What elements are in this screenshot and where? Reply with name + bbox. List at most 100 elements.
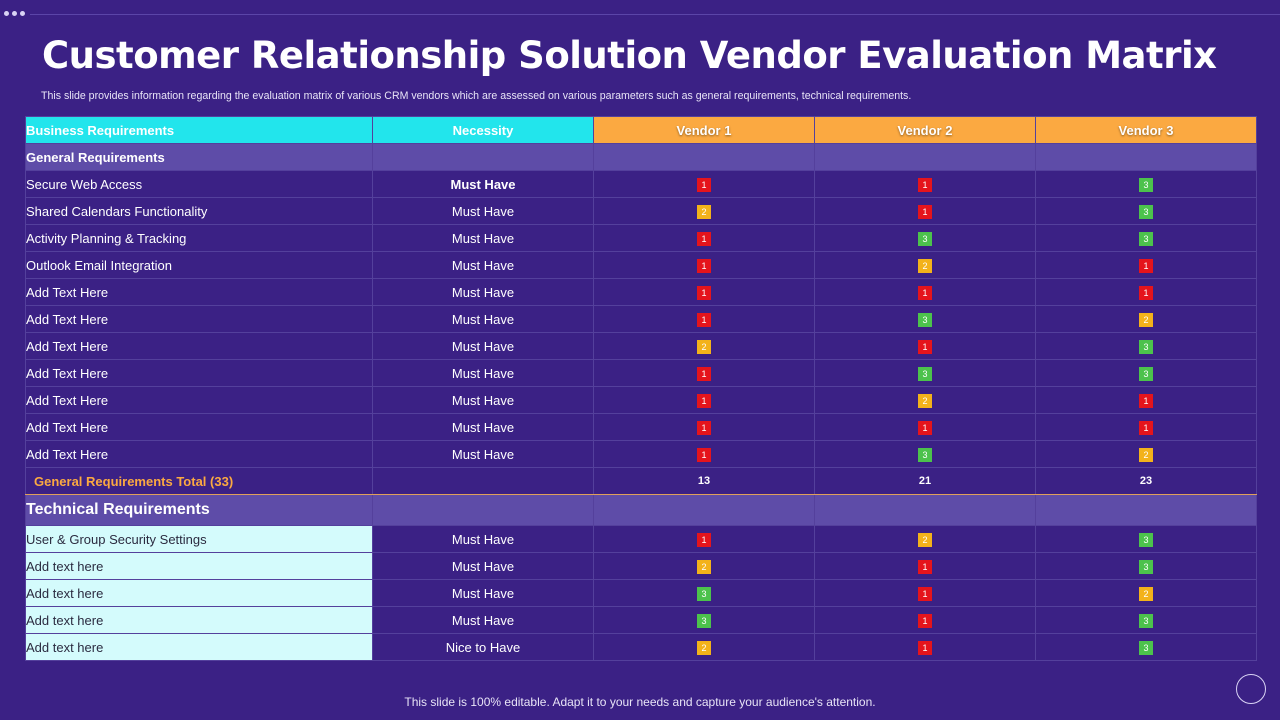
necessity-cell: Must Have [372,413,594,441]
score-badge: 1 [697,393,711,408]
vendor-1-score-cell: 1 [593,359,815,387]
score-badge: 3 [697,586,711,601]
section-general-requirements: General Requirements [25,143,1257,171]
score-badge: 3 [918,447,932,462]
header-row: Business Requirements Necessity Vendor 1… [25,116,1257,144]
requirement-label: Add text here [25,606,373,634]
vendor-1-score-cell: 1 [593,440,815,468]
score-badge: 3 [1139,559,1153,574]
score-badge: 3 [1139,532,1153,547]
score-badge: 1 [697,366,711,381]
score-badge: 2 [1139,447,1153,462]
necessity-cell: Must Have [372,251,594,279]
vendor-1-score-cell: 1 [593,251,815,279]
score-badge: 3 [697,613,711,628]
score-badge: 3 [1139,231,1153,246]
vendor-2-score-cell: 3 [814,359,1036,387]
score-badge: 1 [918,204,932,219]
score-badge: 3 [1139,613,1153,628]
requirement-label: Add Text Here [25,332,373,360]
requirement-label: Add Text Here [25,413,373,441]
score-badge: 3 [918,312,932,327]
vendor-3-score-cell: 3 [1035,525,1257,553]
requirement-label: Add text here [25,579,373,607]
footer-note: This slide is 100% editable. Adapt it to… [404,695,876,709]
vendor-2-score-cell: 3 [814,224,1036,252]
vendor-2-score-cell: 2 [814,251,1036,279]
table-row: Outlook Email Integration Must Have 1 2 1 [25,251,1257,279]
total-label: General Requirements Total (33) [25,467,373,495]
table-row: Add Text Here Must Have 1 3 2 [25,305,1257,333]
score-badge: 2 [1139,312,1153,327]
section-cell [372,143,594,171]
vendor-2-score-cell: 1 [814,552,1036,580]
menu-dots-icon [4,11,25,16]
score-badge: 3 [1139,177,1153,192]
vendor-1-score-cell: 3 [593,606,815,634]
requirement-label: User & Group Security Settings [25,525,373,553]
vendor-3-score-cell: 3 [1035,170,1257,198]
header-necessity: Necessity [372,116,594,144]
total-necessity-cell [372,467,594,495]
section-cell [814,494,1036,526]
vendor-3-score-cell: 3 [1035,606,1257,634]
score-badge: 1 [697,420,711,435]
vendor-3-score-cell: 1 [1035,251,1257,279]
vendor-3-score-cell: 3 [1035,552,1257,580]
table-row: Add text here Must Have 3 1 3 [25,606,1257,634]
necessity-cell: Must Have [372,386,594,414]
score-badge: 2 [918,532,932,547]
vendor-2-score-cell: 1 [814,413,1036,441]
requirement-label: Secure Web Access [25,170,373,198]
header-vendor-1: Vendor 1 [593,116,815,144]
vendor-1-score-cell: 1 [593,278,815,306]
vendor-2-score-cell: 1 [814,197,1036,225]
vendor-3-total: 23 [1035,467,1257,495]
score-badge: 1 [918,285,932,300]
score-badge: 2 [697,204,711,219]
section-cell [1035,143,1257,171]
vendor-1-score-cell: 1 [593,413,815,441]
table-row: User & Group Security Settings Must Have 1… [25,525,1257,553]
vendor-2-score-cell: 2 [814,525,1036,553]
section-technical-requirements: Technical Requirements [25,494,1257,526]
section-cell [593,494,815,526]
score-badge: 3 [918,366,932,381]
header-business-requirements: Business Requirements [25,116,373,144]
score-badge: 2 [918,393,932,408]
vendor-3-score-cell: 2 [1035,579,1257,607]
vendor-3-score-cell: 1 [1035,278,1257,306]
necessity-cell: Must Have [372,606,594,634]
table-row: Add Text Here Must Have 1 1 1 [25,413,1257,441]
table-row: Add Text Here Must Have 1 3 3 [25,359,1257,387]
section-title: General Requirements [25,143,373,171]
score-badge: 1 [918,559,932,574]
table-row: Add text here Must Have 3 1 2 [25,579,1257,607]
score-badge: 3 [918,231,932,246]
vendor-1-score-cell: 2 [593,332,815,360]
vendor-2-score-cell: 2 [814,386,1036,414]
section-cell [372,494,594,526]
vendor-3-score-cell: 2 [1035,305,1257,333]
table-row: Shared Calendars Functionality Must Have 2… [25,197,1257,225]
necessity-cell: Must Have [372,525,594,553]
necessity-cell: Nice to Have [372,633,594,661]
slide-subtitle: This slide provides information regardin… [41,90,912,102]
section-cell [814,143,1036,171]
vendor-3-score-cell: 3 [1035,197,1257,225]
score-badge: 1 [918,177,932,192]
score-badge: 2 [697,559,711,574]
score-badge: 3 [1139,204,1153,219]
vendor-2-score-cell: 1 [814,606,1036,634]
requirement-label: Add text here [25,633,373,661]
table-row: Add text here Must Have 2 1 3 [25,552,1257,580]
table-row: Add Text Here Must Have 2 1 3 [25,332,1257,360]
table-row: Add text here Nice to Have 2 1 3 [25,633,1257,661]
vendor-1-score-cell: 1 [593,525,815,553]
slide-title: Customer Relationship Solution Vendor Ev… [42,34,1217,77]
requirement-label: Add Text Here [25,386,373,414]
vendor-1-score-cell: 1 [593,224,815,252]
evaluation-matrix: Business Requirements Necessity Vendor 1… [25,116,1257,661]
score-badge: 1 [918,420,932,435]
score-badge: 1 [1139,393,1153,408]
